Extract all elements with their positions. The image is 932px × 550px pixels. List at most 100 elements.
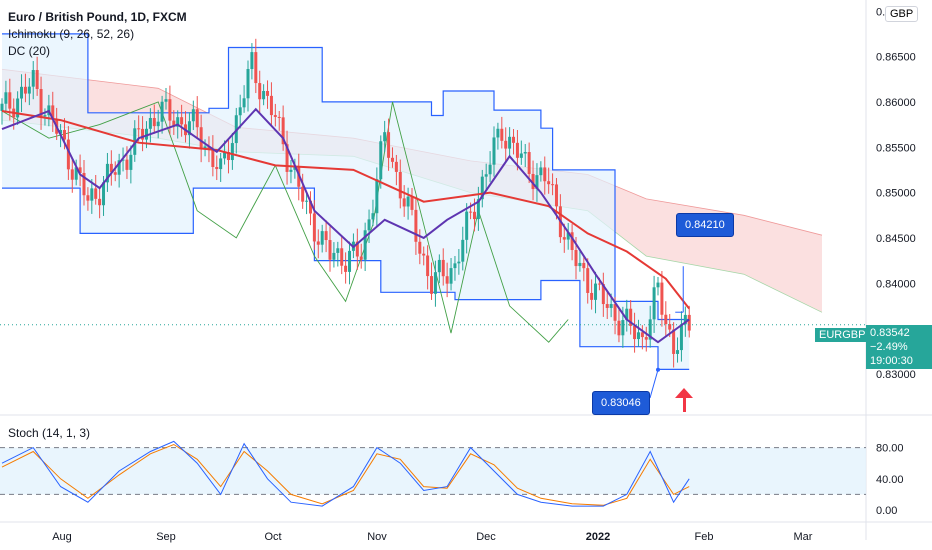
candle-body	[316, 241, 320, 245]
candle-body	[664, 314, 668, 325]
candle-body	[59, 129, 63, 134]
candle-body	[371, 213, 375, 220]
candle-body	[578, 262, 582, 267]
candle-body	[164, 99, 168, 102]
price-tick-label: 0.86500	[876, 52, 916, 64]
candle-body	[148, 117, 152, 129]
candle-body	[621, 320, 625, 336]
candle-body	[242, 98, 246, 108]
candle-body	[441, 259, 445, 277]
candle-body	[113, 172, 117, 175]
candle-body	[320, 231, 324, 245]
price-tick-label: 0.85500	[876, 142, 916, 154]
candle-body	[465, 211, 469, 240]
candle-body	[94, 188, 98, 199]
candle-body	[683, 314, 687, 325]
candle-body	[375, 179, 379, 214]
candle-body	[679, 324, 683, 351]
candle-body	[43, 115, 47, 117]
candle-body	[519, 153, 523, 158]
upper-price-callout[interactable]: 0.84210	[676, 213, 734, 237]
candle-body	[141, 128, 145, 140]
candle-body	[62, 129, 66, 140]
candle-body	[543, 167, 547, 182]
price-tick-label: 0.83000	[876, 369, 916, 381]
candle-body	[98, 198, 102, 206]
candle-body	[0, 103, 4, 111]
candle-body	[102, 182, 106, 206]
candle-body	[152, 117, 156, 127]
candle-body	[137, 128, 141, 130]
candle-body	[305, 200, 309, 202]
candle-body	[207, 146, 211, 149]
candle-body	[504, 140, 508, 149]
candle-body	[554, 184, 558, 207]
stoch-tick-label: 80.00	[876, 443, 904, 455]
candle-body	[574, 250, 578, 267]
currency-button[interactable]: GBP	[885, 6, 919, 22]
candle-body	[195, 109, 199, 128]
candle-body	[527, 152, 531, 174]
stoch-k-line	[1, 440, 690, 507]
price-tick-label: 0.84500	[876, 233, 916, 245]
candle-body	[512, 136, 516, 143]
candle-body	[16, 98, 20, 118]
candle-body	[383, 132, 387, 142]
lower-price-callout[interactable]: 0.83046	[592, 391, 650, 415]
candle-body	[496, 128, 500, 138]
candle-body	[277, 116, 281, 118]
candle-body	[367, 219, 371, 231]
candle-body	[609, 304, 613, 308]
candle-body	[281, 117, 285, 145]
candle-body	[582, 262, 586, 269]
stoch-legend[interactable]: Stoch (14, 1, 3)	[8, 426, 91, 440]
candle-body	[324, 231, 328, 241]
candle-body	[160, 101, 164, 122]
candle-body	[551, 184, 555, 186]
candle-body	[293, 166, 297, 170]
candle-body	[129, 154, 133, 170]
candle-body	[488, 164, 492, 175]
donchian-legend[interactable]: DC (20)	[8, 44, 51, 58]
candle-body	[406, 196, 410, 207]
candle-body	[531, 173, 535, 190]
candle-body	[82, 172, 86, 196]
time-tick-label: Feb	[695, 531, 714, 543]
candle-body	[51, 105, 55, 120]
candle-body	[340, 248, 344, 266]
candle-body	[117, 160, 121, 175]
kijun-sen-line	[1, 110, 690, 310]
price-tick-label: 0.85000	[876, 188, 916, 200]
candle-body	[230, 143, 234, 161]
candle-body	[418, 241, 422, 254]
candle-body	[285, 144, 289, 172]
candle-body	[398, 171, 402, 199]
candle-body	[273, 115, 277, 117]
candle-body	[90, 188, 94, 201]
candle-body	[433, 272, 437, 294]
candle-body	[289, 169, 293, 172]
candle-body	[535, 175, 539, 190]
candle-body	[156, 121, 160, 127]
candle-body	[4, 92, 8, 104]
candle-body	[539, 167, 543, 176]
ichimoku-legend[interactable]: Ichimoku (9, 26, 52, 26)	[8, 27, 135, 41]
candle-body	[644, 337, 648, 340]
candle-body	[379, 141, 383, 180]
candle-body	[35, 70, 39, 90]
candle-body	[215, 166, 219, 170]
stoch-d-line	[1, 443, 690, 506]
candle-body	[363, 230, 367, 260]
current-price: 0.83542	[870, 327, 910, 339]
candle-body	[566, 232, 570, 240]
tenkan-sen-line	[1, 107, 690, 344]
candle-body	[605, 304, 609, 308]
candle-body	[668, 324, 672, 330]
time-tick-label: Mar	[794, 531, 813, 543]
time-tick-label: 2022	[586, 531, 610, 543]
candle-body	[144, 128, 148, 140]
candle-body	[66, 139, 70, 170]
candle-body	[39, 89, 43, 117]
stoch-tick-label: 40.00	[876, 474, 904, 486]
